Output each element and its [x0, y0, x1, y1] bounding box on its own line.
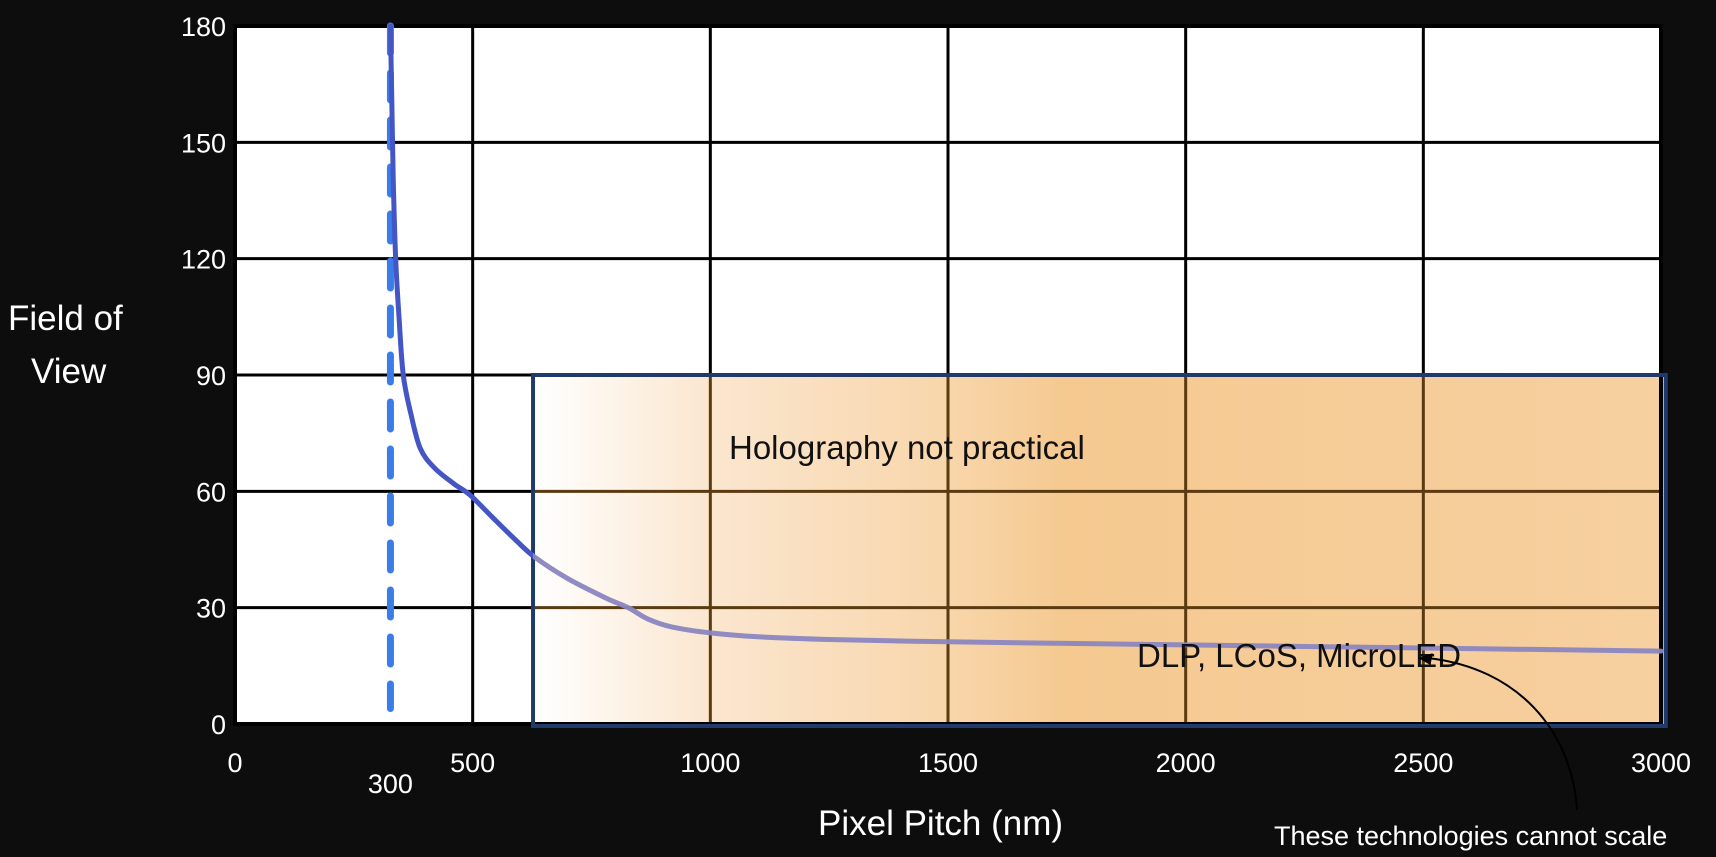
annotation-arrow-head [1418, 653, 1433, 666]
x-axis-title: Pixel Pitch (nm) [818, 804, 1063, 843]
y-axis-title-line-1: Field of [8, 299, 123, 338]
series-line-in-region [533, 552, 1664, 654]
tech-label: DLP, LCoS, MicroLED [1137, 637, 1461, 674]
y-tick-label: 150 [181, 128, 226, 158]
x-tick-label: 1000 [680, 748, 740, 778]
holography-region-border [531, 373, 1668, 728]
y-tick-label: 90 [196, 361, 226, 391]
y-tick-label: 60 [196, 477, 226, 507]
x-tick-label: 500 [450, 748, 495, 778]
caption-text: These technologies cannot scale [1274, 821, 1667, 851]
y-axis-title-line-2: View [31, 352, 107, 391]
x-tick-labels: 0 500 1000 1500 2000 2500 3000 [227, 748, 1691, 778]
series-group [387, 23, 1664, 654]
y-tick-labels: 0 30 60 90 120 150 180 [181, 12, 226, 740]
y-tick-label: 180 [181, 12, 226, 42]
x-tick-label: 1500 [918, 748, 978, 778]
series-line [387, 23, 534, 559]
reference-line-label: 300 [368, 769, 413, 799]
x-tick-label: 0 [227, 748, 242, 778]
x-tick-label: 2500 [1393, 748, 1453, 778]
y-tick-label: 30 [196, 594, 226, 624]
annotation-arrow [1428, 657, 1578, 811]
y-tick-label: 120 [181, 245, 226, 275]
x-tick-label: 2000 [1156, 748, 1216, 778]
region-label: Holography not practical [729, 429, 1085, 466]
y-tick-label: 0 [211, 710, 226, 740]
x-tick-label: 3000 [1631, 748, 1691, 778]
holography-region-fill [533, 375, 1666, 726]
